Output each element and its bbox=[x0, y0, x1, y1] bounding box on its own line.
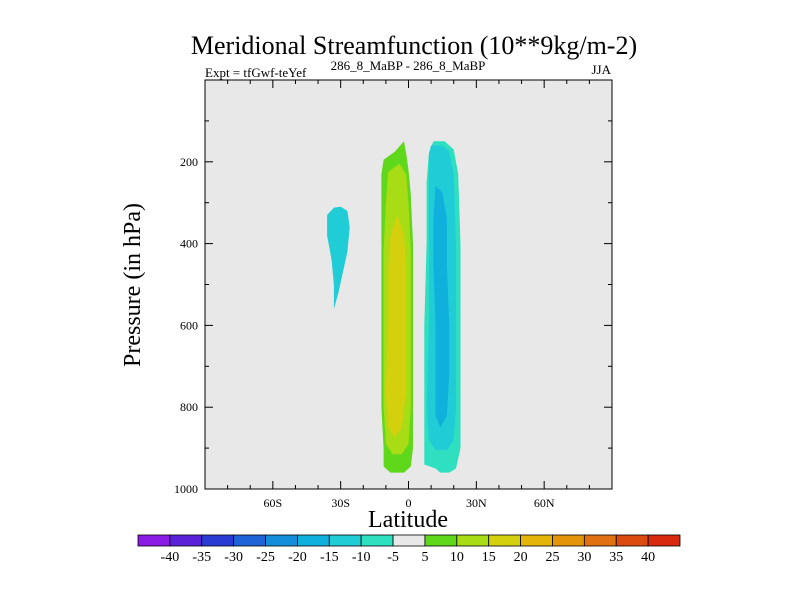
colorbar-label: 40 bbox=[641, 550, 655, 565]
colorbar-box bbox=[169, 534, 203, 547]
y-tick-label: 600 bbox=[180, 318, 198, 332]
colorbar-label: 35 bbox=[609, 550, 623, 565]
colorbar-label: 10 bbox=[450, 550, 464, 565]
colorbar-label: -5 bbox=[387, 550, 399, 565]
colorbar-box bbox=[328, 534, 362, 547]
colorbar-box bbox=[583, 534, 617, 547]
contour-regions bbox=[327, 141, 461, 473]
colorbar-label: 5 bbox=[421, 550, 428, 565]
colorbar-label: -20 bbox=[288, 550, 307, 565]
colorbar-box bbox=[615, 534, 649, 547]
colorbar-label: 25 bbox=[545, 550, 559, 565]
axis-ticks: 60S 30S 0 30N 60N 200 400 600 800 1000 bbox=[174, 80, 612, 510]
y-tick-label: 200 bbox=[180, 155, 198, 169]
colorbar-box bbox=[520, 534, 553, 547]
colorbar-box bbox=[297, 534, 330, 547]
contour-region-cell-eq-south-15 bbox=[433, 186, 450, 428]
contour-region-cell-sh-small bbox=[327, 206, 350, 309]
colorbar-box bbox=[488, 534, 521, 547]
colorbar-box bbox=[647, 534, 681, 547]
x-tick-label: 0 bbox=[406, 496, 412, 510]
colorbar-box bbox=[456, 534, 490, 547]
y-tick-label: 800 bbox=[180, 400, 198, 414]
chart-title: Meridional Streamfunction (10**9kg/m-2) bbox=[191, 31, 637, 60]
contour-region-cell-eq-north-15 bbox=[385, 215, 407, 438]
colorbar-box bbox=[552, 534, 585, 547]
colorbar-box bbox=[137, 534, 171, 547]
colorbar-box bbox=[360, 534, 394, 547]
colorbar-label: -40 bbox=[161, 550, 180, 565]
colorbar-box bbox=[265, 534, 298, 547]
colorbar-label: -25 bbox=[256, 550, 275, 565]
colorbar-label: 30 bbox=[577, 550, 591, 565]
colorbar-label: 20 bbox=[514, 550, 528, 565]
chart-subtitle-left: Expt = tfGwf-teYef bbox=[205, 65, 307, 80]
colorbar-box bbox=[392, 534, 426, 547]
colorbar-label: -35 bbox=[192, 550, 211, 565]
x-tick-label: 30N bbox=[466, 496, 487, 510]
colorbar-box bbox=[233, 534, 266, 547]
x-tick-label: 60S bbox=[263, 496, 282, 510]
chart-subtitle-right: JJA bbox=[591, 62, 611, 77]
x-axis-label: Latitude bbox=[368, 507, 448, 533]
x-tick-label: 60N bbox=[534, 496, 555, 510]
colorbar-label: 15 bbox=[482, 550, 496, 565]
y-tick-label: 400 bbox=[180, 237, 198, 251]
colorbar-label: -15 bbox=[320, 550, 339, 565]
colorbar-box bbox=[201, 534, 235, 547]
x-tick-label: 30S bbox=[331, 496, 350, 510]
colorbar: -40 -35 -30 -25 -20 -15 -10 -5 5 10 15 20 25 30 35 40 bbox=[137, 534, 681, 565]
y-axis-label: Pressure (in hPa) bbox=[120, 203, 146, 367]
colorbar-label: -30 bbox=[224, 550, 243, 565]
chart-subtitle-center: 286_8_MaBP - 286_8_MaBP bbox=[331, 58, 486, 73]
colorbar-label: -10 bbox=[352, 550, 371, 565]
colorbar-box bbox=[424, 534, 458, 547]
y-tick-label: 1000 bbox=[174, 482, 198, 496]
